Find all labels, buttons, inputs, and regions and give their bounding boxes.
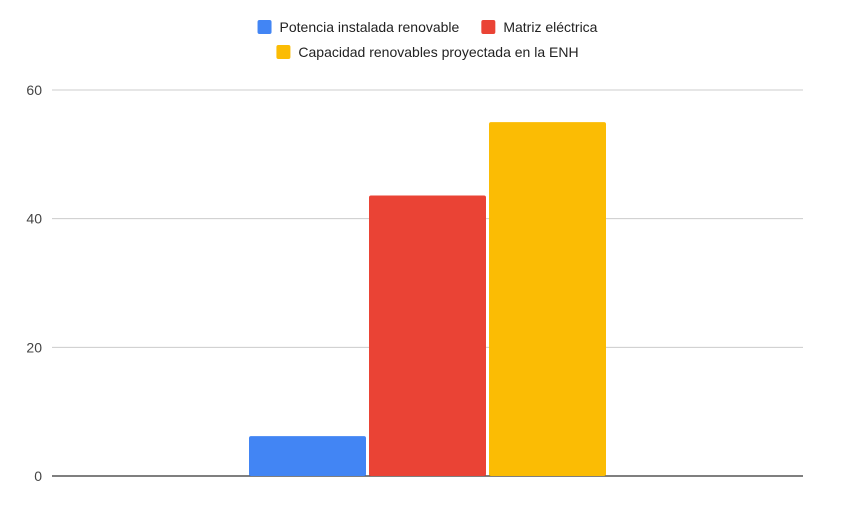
y-tick-label: 0 [34, 468, 42, 484]
y-tick-label: 20 [26, 339, 42, 355]
bar [489, 122, 606, 477]
legend-label: Potencia instalada renovable [280, 19, 460, 35]
legend-label: Matriz eléctrica [503, 19, 597, 35]
bar [249, 436, 366, 476]
y-tick-label: 40 [26, 211, 42, 227]
legend-swatch [481, 20, 496, 34]
legend-item: Potencia instalada renovable [257, 19, 460, 35]
legend-label: Capacidad renovables proyectada en la EN… [298, 44, 578, 60]
legend-swatch [276, 45, 291, 59]
bar [369, 195, 486, 477]
legend: Potencia instalada renovable Matriz eléct… [257, 19, 598, 60]
y-axis-tick-labels: 0 20 40 60 [26, 82, 42, 484]
legend-item: Capacidad renovables proyectada en la EN… [276, 44, 579, 60]
legend-item: Matriz eléctrica [481, 19, 598, 35]
y-tick-label: 60 [26, 82, 42, 98]
legend-swatch [257, 20, 272, 34]
bars [249, 122, 606, 477]
